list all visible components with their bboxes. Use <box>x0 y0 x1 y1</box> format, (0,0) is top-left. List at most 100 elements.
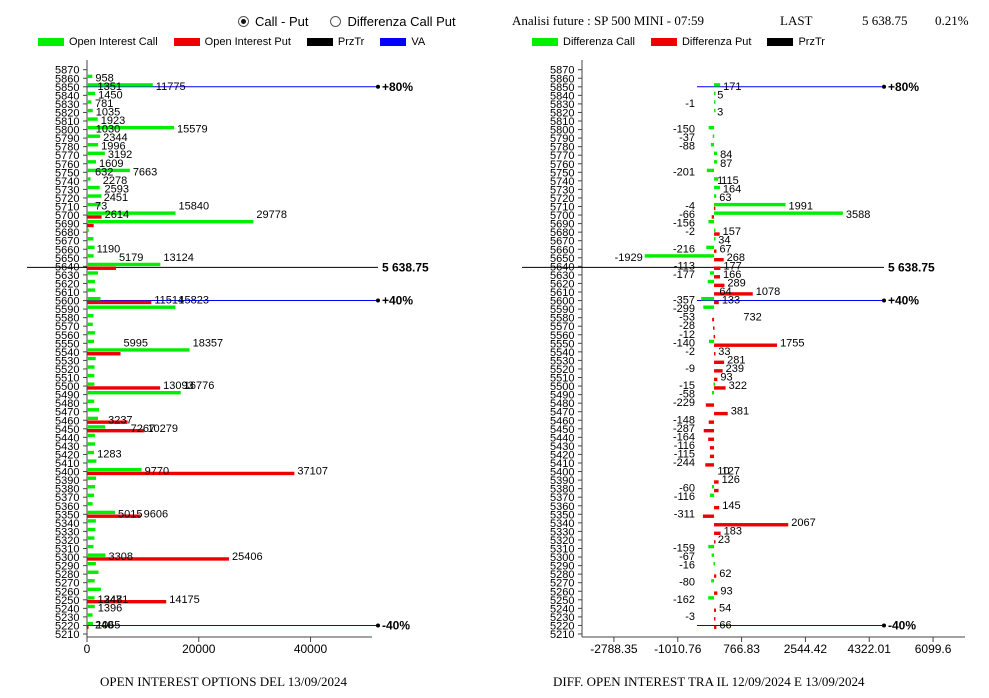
bar <box>711 579 715 583</box>
reference-marker <box>376 84 380 89</box>
x-tick-label: 2544.42 <box>784 642 828 656</box>
reference-label: -40% <box>382 618 410 632</box>
bar <box>87 476 97 480</box>
bar <box>714 258 724 262</box>
bar <box>87 420 128 424</box>
bar <box>87 223 94 228</box>
y-tick-label: 5830 <box>55 99 79 111</box>
data-label: 239 <box>726 363 744 375</box>
data-label: 1078 <box>756 286 780 298</box>
y-tick-label: 5250 <box>550 595 574 607</box>
legend-label: Open Interest Call <box>69 36 158 48</box>
bar <box>87 519 96 523</box>
bar <box>87 493 94 497</box>
data-label: 1 <box>717 175 723 187</box>
bar <box>87 339 95 344</box>
y-tick-label: 5830 <box>550 99 574 111</box>
bar <box>87 485 96 489</box>
bar <box>714 540 716 544</box>
y-tick-label: 5580 <box>550 313 574 325</box>
data-label: 2067 <box>791 517 815 529</box>
legend-va: VA <box>380 36 425 48</box>
data-label: 67 <box>719 243 731 255</box>
bar <box>87 425 106 429</box>
data-label: 183 <box>724 525 742 537</box>
bar <box>87 527 96 532</box>
y-tick-label: 5630 <box>55 270 79 282</box>
bar <box>87 429 145 433</box>
bar <box>703 305 715 309</box>
reference-label: +80% <box>382 80 413 94</box>
data-label: 145 <box>722 500 740 512</box>
y-tick-label: 5330 <box>550 526 574 538</box>
y-tick-label: 5840 <box>550 90 574 102</box>
radio-difference-label: Differenza Call Put <box>347 13 456 29</box>
radio-difference[interactable]: Differenza Call Put <box>330 13 456 29</box>
bar <box>87 510 116 515</box>
data-label: -140 <box>673 337 695 349</box>
bar <box>87 365 95 369</box>
data-label: -60 <box>679 483 695 495</box>
y-tick-label: 5870 <box>550 65 574 77</box>
data-label: -287 <box>673 423 695 435</box>
bar <box>701 296 715 301</box>
bar <box>714 480 719 484</box>
bar <box>708 437 715 441</box>
y-tick-label: 5850 <box>55 82 79 94</box>
y-tick-label: 5840 <box>55 90 79 102</box>
data-label: 84 <box>720 149 732 161</box>
data-label: 1396 <box>98 602 122 614</box>
bar <box>87 459 97 463</box>
bar <box>87 544 94 549</box>
y-tick-label: 5870 <box>55 65 79 77</box>
bar <box>711 391 715 395</box>
data-label: -37 <box>679 132 695 144</box>
bar <box>714 91 716 96</box>
y-tick-label: 5320 <box>55 535 79 547</box>
radio-call-put[interactable]: Call - Put <box>238 14 308 29</box>
bar <box>87 450 95 455</box>
bar <box>714 100 716 104</box>
y-tick-label: 5230 <box>550 612 574 624</box>
legend-label: Open Interest Put <box>204 36 291 48</box>
reference-marker <box>376 623 380 628</box>
data-label: 5015 <box>118 508 142 520</box>
data-label: 166 <box>723 269 741 281</box>
y-tick-label: 5430 <box>550 441 574 453</box>
y-tick-label: 5560 <box>550 330 574 342</box>
bar <box>714 523 789 527</box>
y-tick-label: 5820 <box>550 107 574 119</box>
bar <box>714 377 718 382</box>
data-label: -299 <box>673 303 695 315</box>
bar <box>714 591 718 595</box>
y-tick-label: 5690 <box>55 219 79 231</box>
data-label: -177 <box>673 269 695 281</box>
bar <box>87 228 89 232</box>
y-tick-label: 5360 <box>550 501 574 513</box>
y-tick-label: 5790 <box>55 133 79 145</box>
bar <box>714 249 717 253</box>
radio-call-put-indicator[interactable] <box>238 15 249 27</box>
bar <box>87 570 99 574</box>
radio-difference-indicator[interactable] <box>330 15 342 27</box>
y-tick-label: 5610 <box>550 287 574 299</box>
data-label: 62 <box>719 568 731 580</box>
y-tick-label: 5710 <box>550 202 574 214</box>
bar <box>705 463 715 467</box>
data-label: 381 <box>731 406 749 418</box>
bar <box>87 514 141 518</box>
bar <box>87 408 100 412</box>
data-label: 3 <box>717 106 723 118</box>
legend-prztr: PrzTr <box>767 36 825 48</box>
y-tick-label: 5240 <box>550 603 574 615</box>
bar <box>714 411 728 416</box>
x-tick-label: 20000 <box>182 642 216 656</box>
bar <box>714 360 725 364</box>
y-tick-label: 5400 <box>55 467 79 479</box>
data-label: -156 <box>673 218 695 230</box>
left-chart-caption: OPEN INTEREST OPTIONS DEL 13/09/2024 <box>100 674 347 689</box>
y-tick-label: 5780 <box>550 142 574 154</box>
data-label: 164 <box>723 183 741 195</box>
bar <box>87 356 96 361</box>
bar <box>87 108 93 113</box>
